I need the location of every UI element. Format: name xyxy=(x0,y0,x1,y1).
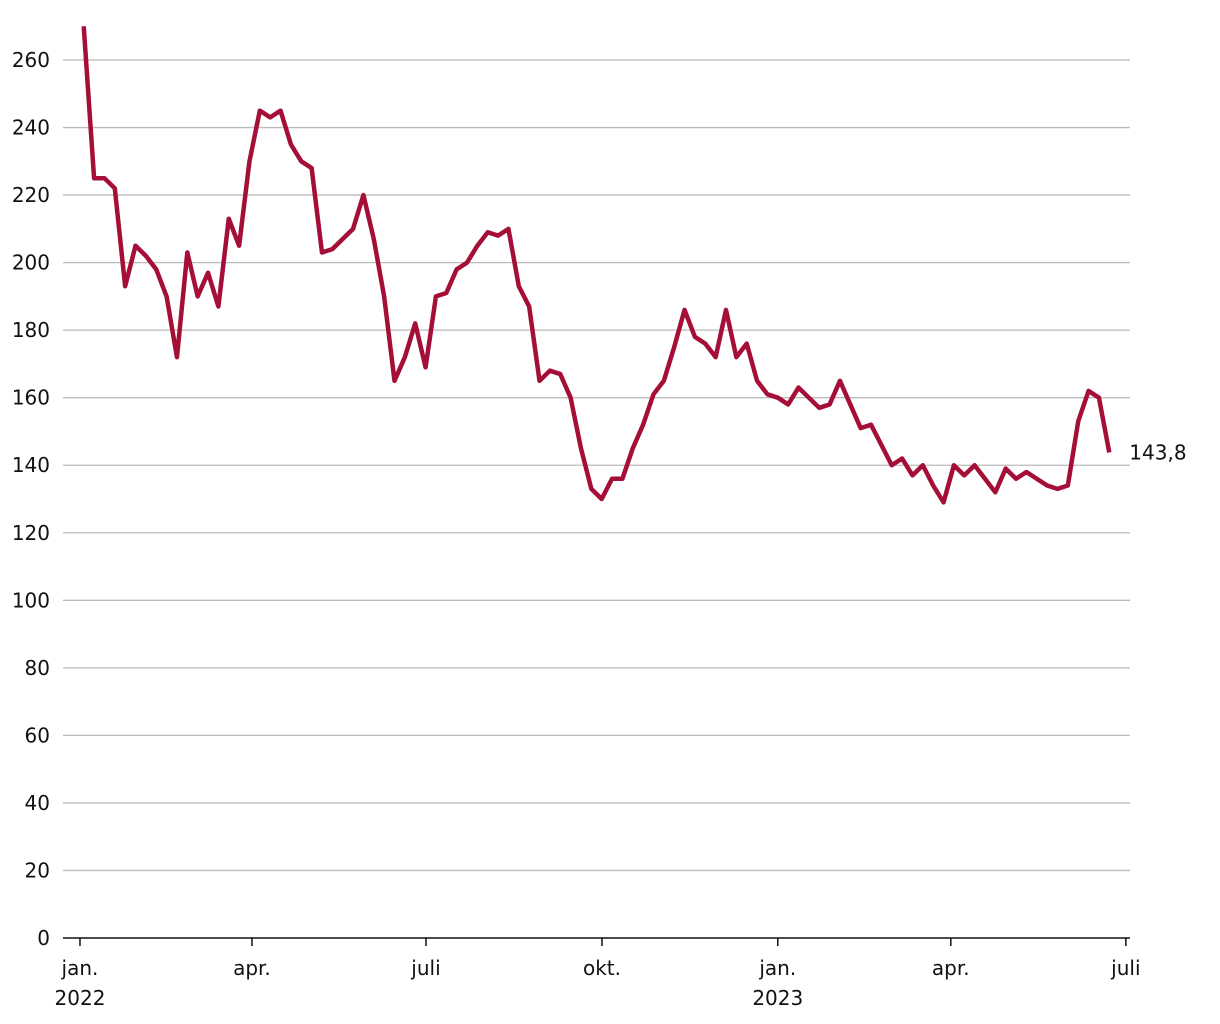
x-tick-label: apr. xyxy=(233,956,271,980)
y-tick-label: 20 xyxy=(25,858,50,882)
x-tick-label: apr. xyxy=(932,956,970,980)
x-tick-label: okt. xyxy=(583,956,621,980)
y-tick-label: 60 xyxy=(25,723,50,747)
y-tick-label: 100 xyxy=(12,588,50,612)
y-tick-label: 260 xyxy=(12,48,50,72)
x-tick-label: juli xyxy=(410,956,440,980)
x-tick-label: jan. 2023 xyxy=(752,956,803,1010)
y-tick-label: 140 xyxy=(12,453,50,477)
x-tick-label: jan. 2022 xyxy=(55,956,106,1010)
y-tick-label: 160 xyxy=(12,386,50,410)
y-tick-label: 180 xyxy=(12,318,50,342)
y-tick-label: 80 xyxy=(25,656,50,680)
y-tick-label: 240 xyxy=(12,116,50,140)
x-tick-label: juli xyxy=(1110,956,1140,980)
y-tick-label: 220 xyxy=(12,183,50,207)
y-tick-label: 40 xyxy=(25,791,50,815)
y-tick-label: 0 xyxy=(37,926,50,950)
data-line xyxy=(81,26,1112,505)
end-value-label: 143,8 xyxy=(1129,440,1186,464)
y-tick-label: 200 xyxy=(12,251,50,275)
y-tick-label: 120 xyxy=(12,521,50,545)
